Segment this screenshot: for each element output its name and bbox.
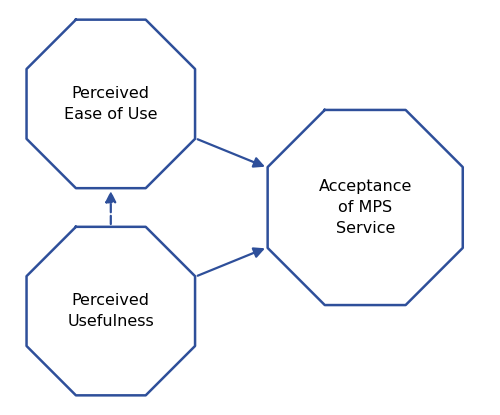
- Polygon shape: [26, 227, 195, 395]
- Text: Perceived
Usefulness: Perceived Usefulness: [68, 293, 154, 329]
- Text: Perceived
Ease of Use: Perceived Ease of Use: [64, 86, 158, 122]
- Polygon shape: [26, 20, 195, 188]
- Text: Acceptance
of MPS
Service: Acceptance of MPS Service: [318, 179, 412, 236]
- Polygon shape: [268, 110, 463, 305]
